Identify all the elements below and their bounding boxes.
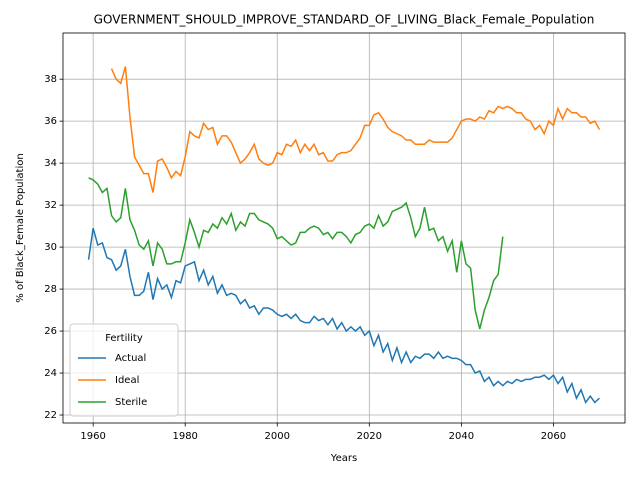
x-tick-label: 1960 <box>80 431 105 442</box>
y-tick-label: 32 <box>44 200 57 211</box>
y-tick-label: 28 <box>44 284 57 295</box>
y-tick-label: 36 <box>44 116 57 127</box>
y-tick-label: 34 <box>44 158 57 169</box>
y-tick-label: 24 <box>44 368 57 379</box>
x-tick-label: 2040 <box>449 431 474 442</box>
y-tick-label: 30 <box>44 242 57 253</box>
y-tick-label: 22 <box>44 410 57 421</box>
series-line <box>88 177 504 330</box>
legend-title: Fertility <box>105 333 143 344</box>
x-tick-label: 2020 <box>357 431 382 442</box>
plot-frame <box>62 32 626 424</box>
x-axis-label: Years <box>330 453 357 464</box>
x-tick-label: 1980 <box>172 431 197 442</box>
x-tick-label: 2060 <box>541 431 566 442</box>
series-line <box>87 228 600 405</box>
chart-title: GOVERNMENT_SHOULD_IMPROVE_STANDARD_OF_LI… <box>94 13 595 27</box>
y-tick-label: 26 <box>44 326 57 337</box>
legend-box <box>69 323 179 417</box>
series-line <box>110 66 601 193</box>
x-tick-label: 2000 <box>265 431 290 442</box>
y-tick-label: 38 <box>44 74 57 85</box>
legend-label: Sterile <box>115 397 147 408</box>
legend-label: Ideal <box>115 375 139 386</box>
legend-label: Actual <box>115 353 146 364</box>
y-axis-label: % of Black_Female Population <box>15 153 26 302</box>
